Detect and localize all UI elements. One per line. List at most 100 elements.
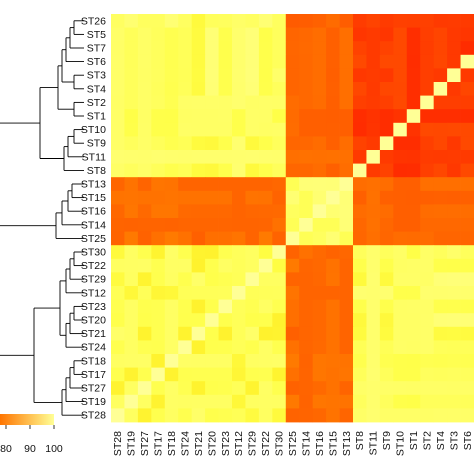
heatmap-cell [393, 218, 408, 232]
heatmap-cell [460, 286, 474, 300]
heatmap-cell [258, 95, 273, 110]
row-label: ST19 [81, 396, 106, 408]
column-label: ST11 [368, 431, 380, 455]
heatmap-cell [178, 340, 193, 355]
heatmap-cell [299, 286, 314, 300]
heatmap-cell [272, 367, 287, 382]
heatmap-cell [258, 258, 273, 273]
heatmap-cell [151, 313, 166, 328]
heatmap-cell [393, 204, 408, 219]
heatmap-cell [447, 394, 461, 409]
heatmap-cell [111, 272, 125, 287]
heatmap-cell [191, 177, 206, 192]
heatmap-cell [151, 27, 166, 42]
column-label: ST1 [408, 431, 420, 450]
heatmap-cell [178, 272, 193, 287]
heatmap-cell [111, 299, 125, 314]
heatmap-cell [164, 245, 179, 260]
heatmap-cell [460, 245, 474, 260]
heatmap-cell [232, 286, 246, 300]
heatmap-cell [420, 258, 435, 273]
heatmap-cell [312, 109, 327, 124]
heatmap-cell [232, 394, 246, 409]
heatmap-cell [191, 272, 206, 287]
heatmap-cell [447, 367, 461, 382]
color-key-label: 100 [45, 443, 63, 455]
heatmap-cell [420, 41, 435, 56]
heatmap-cell [232, 340, 246, 355]
heatmap-cell [326, 109, 340, 124]
heatmap-cell [205, 68, 219, 83]
heatmap-cell [299, 218, 314, 232]
heatmap-cell [406, 313, 421, 328]
heatmap-cell [137, 231, 152, 246]
heatmap-cell [137, 313, 152, 328]
heatmap-cell [205, 354, 219, 368]
heatmap-cell [326, 326, 340, 341]
heatmap-cell [245, 190, 260, 205]
heatmap-cell [137, 82, 152, 96]
heatmap-cell [191, 245, 206, 260]
heatmap-cell [447, 82, 461, 96]
heatmap-cell [460, 408, 474, 423]
heatmap-cell [218, 27, 233, 42]
heatmap-cell [433, 109, 448, 124]
heatmap-cell [393, 326, 408, 341]
heatmap-cell [460, 218, 474, 232]
heatmap-cell [232, 54, 246, 69]
heatmap-cell [151, 272, 166, 287]
heatmap-cell [218, 204, 233, 219]
heatmap-cell [379, 394, 394, 409]
heatmap-cell [205, 258, 219, 273]
heatmap-cell [299, 122, 314, 137]
heatmap-cell [366, 299, 381, 314]
heatmap-cell [164, 258, 179, 273]
heatmap-cell [191, 14, 206, 28]
heatmap-cell [353, 367, 367, 382]
heatmap-cell [447, 150, 461, 164]
row-label: ST15 [81, 192, 106, 204]
heatmap-cell [406, 354, 421, 368]
heatmap-cell [111, 95, 125, 110]
heatmap-cell [178, 68, 193, 83]
heatmap-cell [178, 231, 193, 246]
heatmap-cell [178, 109, 193, 124]
heatmap-cell [339, 326, 354, 341]
heatmap-cell [353, 354, 367, 368]
heatmap-cell [447, 14, 461, 28]
heatmap-cell [205, 14, 219, 28]
heatmap-cell [460, 272, 474, 287]
heatmap-cell [137, 367, 152, 382]
heatmap-cell [137, 218, 152, 232]
heatmap-cell [299, 190, 314, 205]
heatmap-cell [178, 150, 193, 164]
heatmap-cell [339, 95, 354, 110]
heatmap-cell [299, 313, 314, 328]
heatmap-cell [312, 68, 327, 83]
heatmap-cell [218, 177, 233, 192]
heatmap-cell [111, 68, 125, 83]
column-label: ST10 [395, 431, 407, 456]
heatmap-cell [137, 150, 152, 164]
column-label: ST9 [381, 431, 393, 450]
heatmap-cell [420, 367, 435, 382]
heatmap-cell [218, 41, 233, 56]
heatmap-cell [191, 408, 206, 423]
heatmap-cell [353, 54, 367, 69]
heatmap-cell [433, 340, 448, 355]
heatmap-cell [353, 272, 367, 287]
heatmap-cell [124, 367, 139, 382]
column-label: ST25 [287, 431, 299, 456]
heatmap-cell [218, 326, 233, 341]
heatmap-cell [433, 122, 448, 137]
heatmap-cell [124, 299, 139, 314]
heatmap-cell [258, 245, 273, 260]
heatmap-cell [218, 68, 233, 83]
heatmap-cell [366, 177, 381, 192]
heatmap-cell [124, 177, 139, 192]
heatmap-cell [406, 272, 421, 287]
heatmap-cell [137, 41, 152, 56]
heatmap-cell [272, 82, 287, 96]
heatmap-cell [326, 313, 340, 328]
heatmap-cell [339, 340, 354, 355]
